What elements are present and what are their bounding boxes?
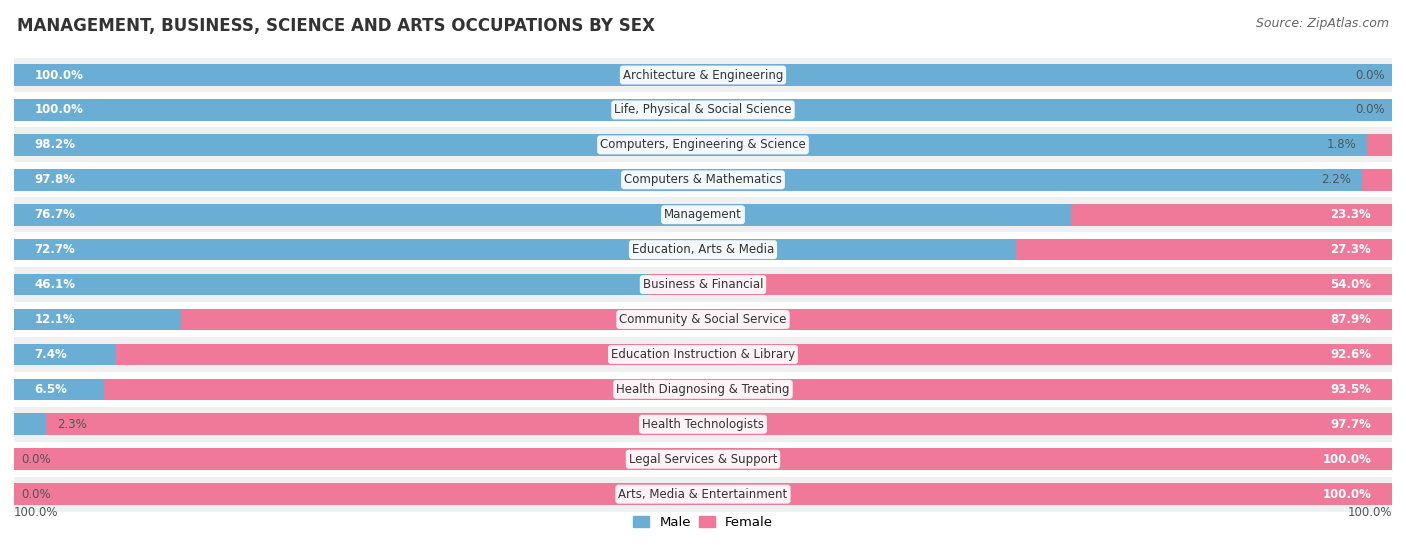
Text: 76.7%: 76.7% (35, 208, 76, 221)
Text: 12.1%: 12.1% (35, 313, 76, 326)
Bar (1367, 134, 1392, 156)
Bar (1015, 239, 1392, 261)
Text: 100.0%: 100.0% (1323, 488, 1371, 501)
Text: Management: Management (664, 208, 742, 221)
Bar (14, 477, 1392, 512)
Bar (14, 57, 1392, 93)
Text: Arts, Media & Entertainment: Arts, Media & Entertainment (619, 488, 787, 501)
Text: 2.3%: 2.3% (56, 418, 87, 431)
Bar (14, 309, 181, 330)
Bar (14, 93, 1392, 127)
Text: 0.0%: 0.0% (1355, 69, 1385, 81)
Text: 54.0%: 54.0% (1330, 278, 1371, 291)
Bar (14, 302, 1392, 337)
Bar (14, 337, 1392, 372)
Bar (14, 378, 104, 400)
Text: MANAGEMENT, BUSINESS, SCIENCE AND ARTS OCCUPATIONS BY SEX: MANAGEMENT, BUSINESS, SCIENCE AND ARTS O… (17, 17, 655, 35)
Text: 1.8%: 1.8% (1326, 138, 1357, 151)
Bar (1361, 169, 1392, 191)
Text: 98.2%: 98.2% (35, 138, 76, 151)
Bar (14, 169, 1361, 191)
Bar (14, 162, 1392, 198)
Text: 0.0%: 0.0% (21, 488, 51, 501)
Bar (14, 204, 1071, 225)
Text: 0.0%: 0.0% (21, 453, 51, 466)
Bar (117, 344, 1392, 365)
Text: Health Technologists: Health Technologists (643, 418, 763, 431)
Text: Architecture & Engineering: Architecture & Engineering (623, 69, 783, 81)
Text: 100.0%: 100.0% (14, 506, 59, 519)
Text: 97.8%: 97.8% (35, 174, 76, 186)
Text: 27.3%: 27.3% (1330, 243, 1371, 256)
Text: 92.6%: 92.6% (1330, 348, 1371, 361)
Bar (14, 274, 650, 295)
Text: 100.0%: 100.0% (35, 69, 83, 81)
Text: 6.5%: 6.5% (35, 383, 67, 396)
Text: 46.1%: 46.1% (35, 278, 76, 291)
Text: 100.0%: 100.0% (1347, 506, 1392, 519)
Text: Legal Services & Support: Legal Services & Support (628, 453, 778, 466)
Bar (14, 99, 1392, 121)
Text: 87.9%: 87.9% (1330, 313, 1371, 326)
Text: Business & Financial: Business & Financial (643, 278, 763, 291)
Text: 97.7%: 97.7% (1330, 418, 1371, 431)
Bar (181, 309, 1392, 330)
Bar (14, 64, 1392, 86)
Bar (46, 413, 1392, 435)
Text: Computers & Mathematics: Computers & Mathematics (624, 174, 782, 186)
Bar (14, 198, 1392, 232)
Text: 0.0%: 0.0% (1355, 103, 1385, 117)
Bar (14, 267, 1392, 302)
Bar (14, 232, 1392, 267)
Text: Health Diagnosing & Treating: Health Diagnosing & Treating (616, 383, 790, 396)
Text: Life, Physical & Social Science: Life, Physical & Social Science (614, 103, 792, 117)
Bar (14, 239, 1015, 261)
Text: Computers, Engineering & Science: Computers, Engineering & Science (600, 138, 806, 151)
Bar (14, 127, 1392, 162)
Text: 72.7%: 72.7% (35, 243, 76, 256)
Bar (648, 274, 1392, 295)
Bar (14, 134, 1367, 156)
Bar (1071, 204, 1392, 225)
Bar (14, 413, 46, 435)
Bar (104, 378, 1392, 400)
Bar (14, 372, 1392, 407)
Text: Education Instruction & Library: Education Instruction & Library (612, 348, 794, 361)
Bar (14, 449, 1392, 470)
Text: 100.0%: 100.0% (35, 103, 83, 117)
Text: Source: ZipAtlas.com: Source: ZipAtlas.com (1256, 17, 1389, 30)
Bar (14, 407, 1392, 442)
Text: 23.3%: 23.3% (1330, 208, 1371, 221)
Text: 2.2%: 2.2% (1320, 174, 1351, 186)
Text: Education, Arts & Media: Education, Arts & Media (631, 243, 775, 256)
Text: 100.0%: 100.0% (1323, 453, 1371, 466)
Text: Community & Social Service: Community & Social Service (619, 313, 787, 326)
Text: 93.5%: 93.5% (1330, 383, 1371, 396)
Text: 7.4%: 7.4% (35, 348, 67, 361)
Bar (14, 442, 1392, 477)
Legend: Male, Female: Male, Female (627, 510, 779, 534)
Bar (14, 483, 1392, 505)
Bar (14, 344, 117, 365)
